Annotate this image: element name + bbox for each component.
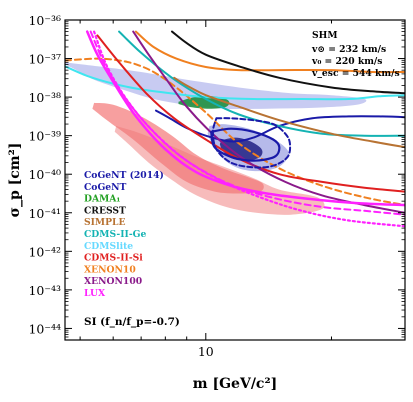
y-tick-labels: 10⁻³⁶ 10⁻³⁷ 10⁻³⁸ 10⁻³⁹ 10⁻⁴⁰ 10⁻⁴¹ 10⁻⁴² 10⁻⁴³… [28,13,61,336]
curve-cogent-2014--3 [155,109,405,143]
legend-entry-cdms-ii-si: CDMS-II-Si [84,253,143,264]
y-tick-label: 10⁻⁴¹ [28,206,61,221]
y-tick-label: 10⁻⁴² [28,244,61,259]
axis-ticks [65,19,406,340]
x-tick-labels: 10 [198,344,214,359]
legend-entry-cogent-2014-: CoGeNT (2014) [84,170,164,181]
halo-model-label: SHM [312,30,338,41]
y-tick-label: 10⁻³⁸ [28,90,61,105]
y-tick-label: 10⁻³⁹ [28,129,61,144]
curve-cdmslite-2 [65,65,405,101]
legend-entry-cresst: CRESST [84,205,126,216]
curve-xenon100-8 [132,30,405,214]
legend-entry-lux: LUX [84,288,106,299]
curve-lux-11 [93,30,405,228]
exclusion-curves [65,30,405,228]
curve-cogent-13 [210,127,281,162]
region-cresst-0 [65,62,367,109]
halo-parameters: SHM v⊙ = 232 km/s v₀ = 220 km/s v_esc = … [311,30,400,79]
x-axis-title: m [GeV/c²] [193,376,277,392]
x-tick-label: 10 [198,344,214,359]
y-tick-label: 10⁻³⁷ [28,52,61,67]
legend-entry-xenon10: XENON10 [84,264,136,275]
curve-simple-6 [173,76,405,149]
y-tick-label: 10⁻⁴³ [28,283,61,298]
curve-xenon10-1 [134,30,405,74]
legend-entry-cogent: CoGeNT [84,182,127,193]
legend-entry-xenon100: XENON100 [84,276,142,287]
curve-cdms-ii-si-7 [96,34,405,193]
region-cdms-ii-si-2 [114,126,325,215]
curve-cdms-ii-ge-4 [118,30,405,137]
curve-cresst-5 [171,30,405,95]
curve-lux-9 [85,30,405,207]
v-0-label: v₀ = 220 km/s [311,56,382,67]
v-esc-label: v_esc = 544 km/s [311,68,400,79]
y-tick-label: 10⁻³⁶ [28,13,61,28]
y-axis-title: σ_p [cm²] [7,143,23,218]
legend-entry-cdms-ii-ge: CDMS-II-Ge [84,229,146,240]
legend: CoGeNT (2014)CoGeNTDAMA₁CRESSTSIMPLECDMS… [84,170,164,299]
y-tick-label: 10⁻⁴⁴ [28,321,61,336]
legend-entry-cdmslite: CDMSlite [84,241,133,252]
allowed-regions [65,62,367,215]
y-tick-label: 10⁻⁴⁰ [28,167,61,182]
si-coupling-label: SI (f_n/f_p=-0.7) [84,316,180,329]
v-sun-label: v⊙ = 232 km/s [311,44,386,55]
legend-entry-simple: SIMPLE [84,217,125,228]
legend-entry-dama-: DAMA₁ [84,194,120,205]
